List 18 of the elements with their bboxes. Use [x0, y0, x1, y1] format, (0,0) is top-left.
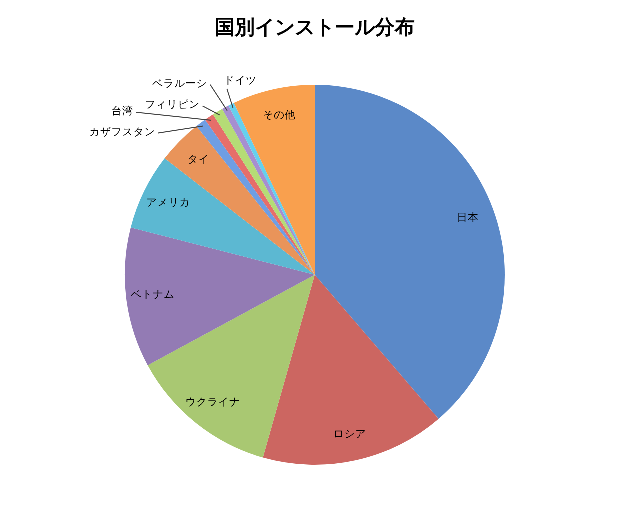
- pie-slice: [164, 126, 315, 275]
- pie-slice: [263, 275, 439, 465]
- pie-slice: [315, 85, 505, 420]
- pie-slice: [125, 228, 315, 366]
- slice-label: ウクライナ: [185, 396, 240, 409]
- slice-label: フィリピン: [144, 99, 200, 112]
- slice-label: その他: [262, 110, 296, 122]
- slice-label: アメリカ: [146, 197, 190, 210]
- chart-title: 国別インストール分布: [215, 15, 415, 39]
- slice-label: カザフスタン: [89, 126, 156, 138]
- slice-label: ロシア: [334, 428, 367, 441]
- pie-slice: [148, 275, 315, 458]
- slice-label: ドイツ: [224, 74, 258, 87]
- slice-label: 台湾: [111, 104, 134, 118]
- slice-label: タイ: [188, 154, 210, 166]
- slice-label: ベラルーシ: [152, 78, 208, 90]
- slice-label: ベトナム: [130, 288, 175, 301]
- slice-label: 日本: [457, 211, 480, 224]
